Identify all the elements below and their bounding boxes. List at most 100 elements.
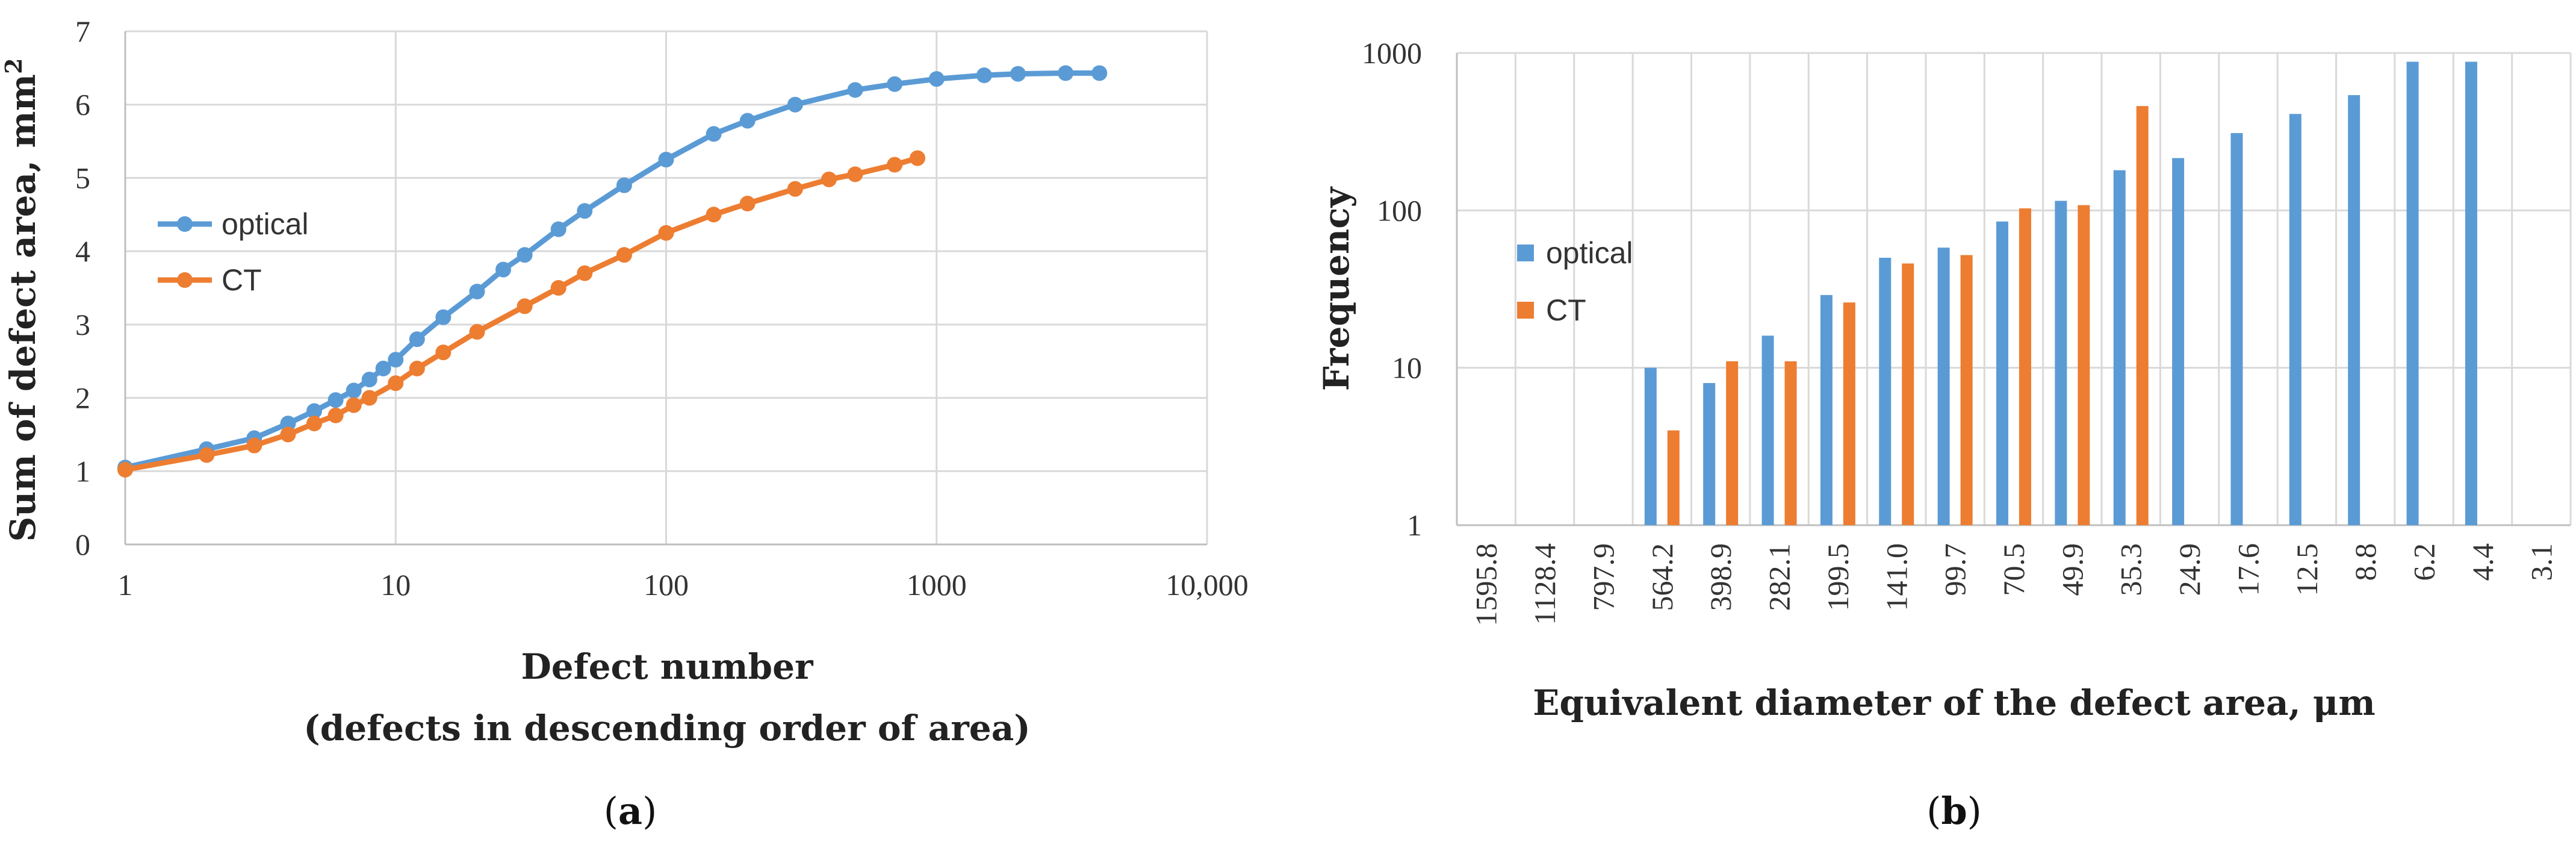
a-axes [124,31,1207,546]
a-y-tick-label: 1 [75,454,90,488]
b-bar [2019,208,2031,526]
a-data-point [577,265,593,281]
a-data-point [327,407,344,423]
a-x-tick-label: 10 [380,568,411,602]
a-data-point [517,247,533,263]
b-bar [2078,205,2090,525]
a-y-tick-label: 6 [75,88,90,122]
a-x-axis-title-line2: (defects in descending order of area) [303,708,1030,749]
b-x-tick-label: 17.6 [2231,543,2265,596]
a-data-point [577,203,593,219]
a-data-point [517,298,533,314]
a-data-point [469,284,485,300]
b-bar [2406,61,2419,525]
b-bar [2136,106,2149,525]
b-bar [1784,361,1797,525]
a-x-axis-title: Defect number [521,646,814,687]
b-series-ct [1667,106,2149,526]
a-y-axis-title-superscript: 2 [0,58,27,73]
a-y-tick-label: 0 [75,528,90,561]
b-x-tick-label: 4.4 [2466,543,2500,581]
a-data-point [306,416,323,432]
b-bar [2172,158,2185,526]
a-legend-item: CT [158,263,262,297]
b-bar [2055,201,2067,526]
b-bar [1726,361,1739,525]
a-data-point [495,261,512,278]
b-bar [1843,302,1855,525]
b-x-tick-label: 398.9 [1704,543,1737,611]
a-data-point [739,196,756,212]
a-data-point [280,416,296,432]
b-x-tick-label: 24.9 [2173,543,2206,596]
b-x-tick-label: 35.3 [2114,543,2148,596]
b-y-tick-label: 100 [1377,193,1422,227]
a-panel-label: (a) [604,789,657,833]
b-x-axis-title: Equivalent diameter of the defect area, … [1533,682,2376,723]
a-data-point [1058,65,1074,81]
a-data-point [388,352,404,368]
a-y-tick-label: 2 [75,381,90,415]
a-data-point [346,382,362,399]
b-bar [1703,382,1716,525]
b-tick-labels: 1 10 100 1000 1595.8 1128.4 797.9 564.2 398.9 282… [1362,36,2558,626]
a-legend-label: CT [222,263,262,297]
b-bar [1937,248,1950,525]
a-data-point [847,82,863,98]
b-bar [2465,61,2477,525]
a-x-tick-label: 10,000 [1165,568,1249,602]
b-series-optical [1644,61,2477,526]
b-bars-group [1644,61,2477,526]
b-y-tick-label: 1 [1407,508,1422,542]
b-bar [2113,170,2126,525]
a-data-point [616,247,632,263]
b-x-tick-label: 8.8 [2348,543,2382,581]
b-bar [1667,430,1680,525]
b-bar [1960,255,1973,525]
a-data-point [435,309,452,325]
a-legend-item: optical [158,207,309,241]
a-data-point [616,177,632,193]
a-y-tick-label: 3 [75,308,90,341]
a-legend-marker [177,272,193,288]
a-y-tick-label: 5 [75,161,90,195]
a-data-point [435,344,452,361]
a-data-point [388,375,404,391]
a-series-line [125,70,1100,470]
b-bar [1644,367,1657,525]
b-bar [1902,263,1914,525]
a-y-tick-label: 4 [75,234,90,268]
a-data-point [550,221,566,237]
b-bar [1761,335,1774,525]
a-data-point [706,126,722,142]
b-x-tick-label: 141.0 [1879,543,1913,611]
a-data-point [375,360,391,376]
b-bar [1820,295,1833,525]
a-gridlines [125,30,1208,544]
b-legend-item: optical [1517,236,1633,270]
a-data-point [327,392,344,408]
b-bar [2348,95,2360,525]
b-legend: optical CT [1517,236,1633,327]
a-data-point [409,331,425,348]
a-data-point [887,157,903,173]
b-legend-item: CT [1517,293,1586,327]
a-data-point [928,71,945,87]
a-data-point [976,67,992,84]
b-x-tick-label: 12.5 [2290,543,2324,596]
b-x-tick-label: 3.1 [2524,543,2558,581]
a-series-ct [117,150,926,478]
b-legend-swatch [1517,302,1534,319]
a-y-axis-title-text: Sum of defect area, mm [2,74,43,542]
a-data-point [346,397,362,413]
a-data-point [361,390,377,406]
a-data-point [787,96,803,113]
b-x-tick-label: 6.2 [2407,543,2441,581]
b-bar [1996,221,2008,525]
a-data-point [847,166,863,182]
b-y-tick-label: 10 [1392,351,1422,385]
a-series-group [117,65,1108,478]
bar-chart-panel-b: 1 10 100 1000 1595.8 1128.4 797.9 564.2 398.9 282… [1316,36,2572,833]
